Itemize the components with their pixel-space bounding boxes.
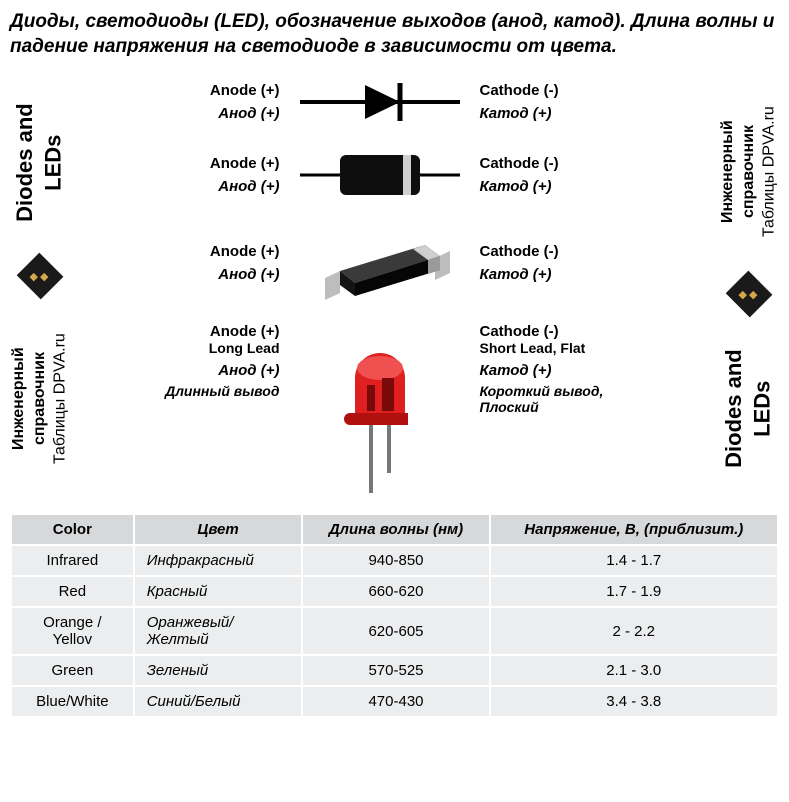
diagram-area: Diodes and LEDs ◆◆ Инженерный справочник… xyxy=(10,77,779,493)
cell-wavelength: 620-605 xyxy=(302,607,489,655)
led-icon xyxy=(330,323,430,493)
cathode-label-ru: Катод (+) xyxy=(480,105,665,122)
table-row: Orange / YellovОранжевый/Желтый620-6052 … xyxy=(11,607,778,655)
cell-color-en: Orange / Yellov xyxy=(11,607,134,655)
cathode-label-en: Cathode (-) xyxy=(480,82,665,99)
table-row: RedКрасный660-6201.7 - 1.9 xyxy=(11,576,778,607)
diode-smd-row: Anode (+) Анод (+) Cathode (-) Катод (+) xyxy=(80,223,709,303)
page-title: Диоды, светодиоды (LED), обозначение вых… xyxy=(10,10,779,59)
cell-color-ru: Оранжевый/Желтый xyxy=(134,607,303,655)
cell-color-ru: Красный xyxy=(134,576,303,607)
diode-symbol-icon xyxy=(295,77,465,127)
diode-smd-icon xyxy=(295,223,465,303)
cell-color-en: Red xyxy=(11,576,134,607)
col-color-ru: Цвет xyxy=(197,521,238,538)
cell-color-en: Blue/White xyxy=(11,686,134,717)
short-lead-en: Short Lead, Flat xyxy=(480,340,665,356)
left-sidebar: Diodes and LEDs ◆◆ Инженерный справочник… xyxy=(10,77,70,493)
anode-label-en: Anode (+) xyxy=(125,82,280,99)
led-row: Anode (+) Long Lead Анод (+) Длинный выв… xyxy=(80,323,709,493)
cell-wavelength: 660-620 xyxy=(302,576,489,607)
table-row: InfraredИнфракрасный940-8501.4 - 1.7 xyxy=(11,545,778,576)
cell-voltage: 3.4 - 3.8 xyxy=(490,686,778,717)
cell-wavelength: 470-430 xyxy=(302,686,489,717)
cell-voltage: 2 - 2.2 xyxy=(490,607,778,655)
logo-diamond-icon: ◆◆ xyxy=(726,271,773,318)
table-row: Blue/WhiteСиний/Белый470-4303.4 - 3.8 xyxy=(11,686,778,717)
long-lead-en: Long Lead xyxy=(125,340,280,356)
cell-voltage: 1.4 - 1.7 xyxy=(490,545,778,576)
col-wavelength: Длина волны (нм) xyxy=(329,521,463,538)
short-lead-ru: Короткий вывод, Плоский xyxy=(480,383,665,415)
side-ref-title-r: Инженерный справочник Таблицы DPVA.ru xyxy=(718,77,780,266)
side-ref-title: Инженерный справочник Таблицы DPVA.ru xyxy=(9,304,71,493)
cell-color-ru: Зеленый xyxy=(134,655,303,686)
table-row: GreenЗеленый570-5252.1 - 3.0 xyxy=(11,655,778,686)
diode-thru-hole-row: Anode (+) Анод (+) Cathode (-) Катод (+) xyxy=(80,147,709,203)
led-color-table: Color Цвет Длина волны (нм) Напряжение, … xyxy=(10,513,779,718)
cell-color-ru: Синий/Белый xyxy=(134,686,303,717)
cell-wavelength: 940-850 xyxy=(302,545,489,576)
col-color-en: Color xyxy=(53,521,92,538)
cell-voltage: 1.7 - 1.9 xyxy=(490,576,778,607)
long-lead-ru: Длинный вывод xyxy=(125,383,280,399)
cell-color-ru: Инфракрасный xyxy=(134,545,303,576)
diode-symbol-row: Anode (+) Анод (+) Cathode (-) Катод (+) xyxy=(80,77,709,127)
cell-voltage: 2.1 - 3.0 xyxy=(490,655,778,686)
side-diodes-leds-r: Diodes and LEDs xyxy=(720,323,777,494)
cell-color-en: Infrared xyxy=(11,545,134,576)
cell-wavelength: 570-525 xyxy=(302,655,489,686)
side-diodes-leds: Diodes and LEDs xyxy=(11,77,68,248)
logo-diamond-icon: ◆◆ xyxy=(17,253,64,300)
right-sidebar: Инженерный справочник Таблицы DPVA.ru ◆◆… xyxy=(719,77,779,493)
diode-cylinder-icon xyxy=(295,147,465,203)
col-voltage: Напряжение, В, (приблизит.) xyxy=(524,521,743,538)
anode-label-ru: Анод (+) xyxy=(125,105,280,122)
cell-color-en: Green xyxy=(11,655,134,686)
